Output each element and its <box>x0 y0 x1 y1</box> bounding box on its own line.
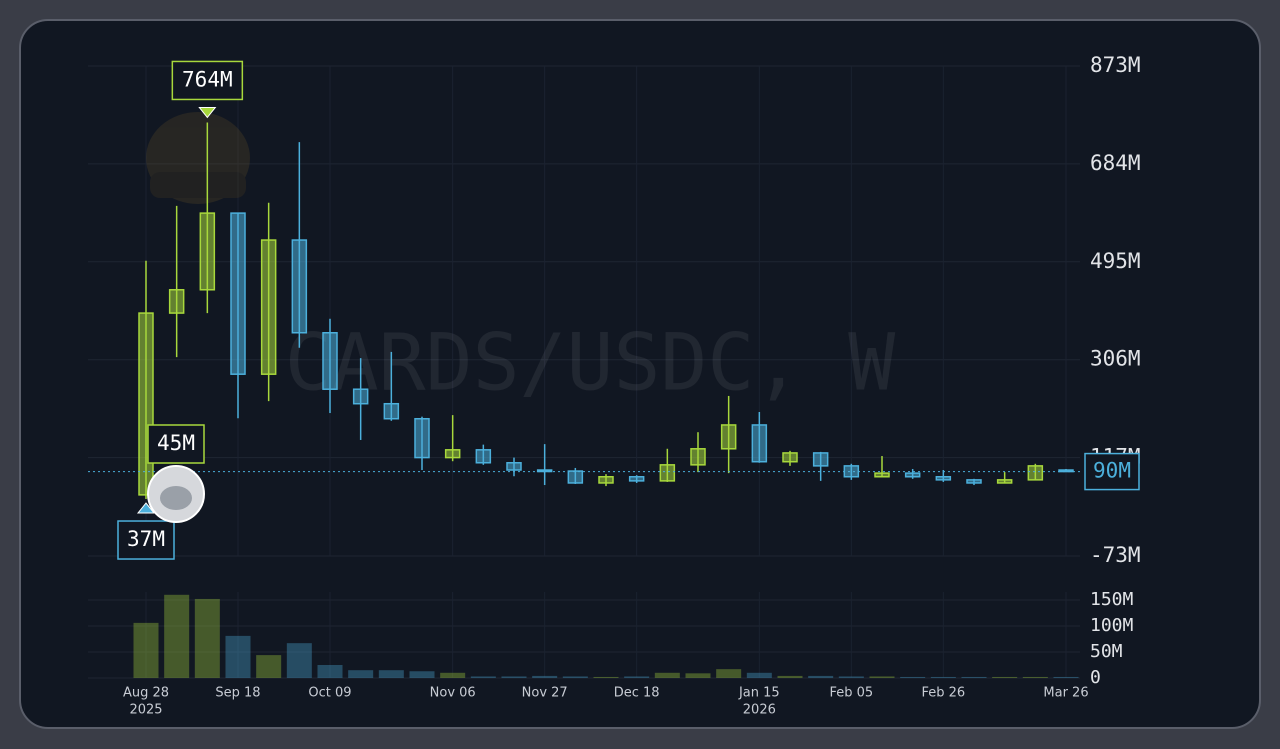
candle-body <box>475 449 492 464</box>
volume-bar <box>194 598 220 678</box>
volume-bar <box>409 671 435 678</box>
candle-body <box>138 312 154 496</box>
candle-body <box>444 449 461 459</box>
volume-bar <box>470 676 496 678</box>
candle-body <box>199 212 216 291</box>
y-tick-label: -73M <box>1090 543 1141 567</box>
volume-bar <box>1022 676 1048 678</box>
candle-body <box>812 452 829 467</box>
low-marker <box>136 502 156 514</box>
high-marker <box>198 106 217 119</box>
x-tick-label: Oct 09 <box>308 686 351 701</box>
y-tick-label: 495M <box>1090 249 1141 273</box>
x-tick-label: Aug 28 <box>123 686 169 701</box>
high-label: 764M <box>182 67 233 91</box>
y-tick-label: 306M <box>1090 347 1141 371</box>
volume-bar <box>746 672 772 678</box>
candle-body <box>1058 469 1074 473</box>
volume-tick-label: 150M <box>1090 589 1134 610</box>
candle-body <box>168 289 185 314</box>
open-box <box>147 424 205 464</box>
volume-bar <box>685 673 711 678</box>
candle-body <box>996 479 1013 484</box>
y-tick-label: 684M <box>1090 151 1141 175</box>
candle-body <box>904 472 921 478</box>
volume-bar <box>654 672 680 678</box>
volume-bar <box>716 669 742 678</box>
volume-bar <box>532 675 558 678</box>
x-tick-label: Mar 26 <box>1043 686 1088 701</box>
candle-body <box>935 476 952 481</box>
watermark: CARDS/USDC, W <box>285 318 896 408</box>
volume-bar <box>562 676 588 678</box>
x-year-label: 2025 <box>129 703 162 718</box>
candle-body <box>598 476 614 484</box>
y-tick-label: 873M <box>1090 53 1141 77</box>
x-tick-label: Nov 27 <box>522 686 568 701</box>
x-tick-label: Sep 18 <box>215 686 260 701</box>
avatar-detail <box>160 486 192 510</box>
volume-tick-label: 100M <box>1090 615 1134 636</box>
candle-body <box>843 465 860 478</box>
volume-bar <box>930 676 956 678</box>
volume-bar <box>378 670 404 678</box>
x-tick-label: Dec 18 <box>614 686 660 701</box>
volume-bar <box>624 676 650 678</box>
volume-bar <box>777 675 803 678</box>
x-tick-label: Feb 05 <box>829 686 873 701</box>
candle-body <box>291 239 308 334</box>
volume-bar <box>869 676 895 678</box>
candle-body <box>628 476 645 482</box>
volume-bar <box>992 676 1018 678</box>
volume-bar <box>593 676 619 678</box>
volume-bar <box>256 655 282 678</box>
volume-bar <box>164 594 190 678</box>
marks <box>88 122 1080 678</box>
x-tick-label: Jan 15 <box>738 686 780 701</box>
candle-body <box>260 239 277 375</box>
candle-body <box>874 472 890 478</box>
candle-body <box>782 452 798 463</box>
candle-body <box>322 332 338 390</box>
volume-bar <box>348 670 374 678</box>
volume-bar <box>317 665 343 678</box>
candle-body <box>659 464 676 482</box>
volume-bar <box>440 672 466 678</box>
last-price-box <box>1084 452 1140 491</box>
low-box <box>117 520 175 560</box>
volume-bar <box>286 643 312 678</box>
volume-bar <box>225 635 251 678</box>
volume-bar <box>961 676 987 678</box>
last-price-label: 90M <box>1093 459 1131 483</box>
volume-bar <box>900 676 926 678</box>
logo-watermark <box>146 112 250 204</box>
candle-body <box>690 448 706 466</box>
candle-body <box>966 479 982 484</box>
x-tick-label: Nov 06 <box>430 686 476 701</box>
candle-body <box>506 462 522 471</box>
candle-body <box>230 212 246 375</box>
volume-bar <box>808 675 834 678</box>
x-year-label: 2026 <box>743 703 776 718</box>
volume-bar <box>501 676 527 678</box>
candle-body <box>1027 465 1044 481</box>
volume-bar <box>133 622 159 678</box>
candle-body <box>720 424 737 450</box>
labels: -73M117M306M495M684M873M050M100M150MAug … <box>117 53 1141 718</box>
low-label: 37M <box>127 527 165 551</box>
candle-body <box>751 424 768 463</box>
open-label: 45M <box>157 431 195 455</box>
volume-bar <box>838 676 864 678</box>
x-tick-label: Feb 26 <box>921 686 965 701</box>
candle-body <box>567 470 584 484</box>
candle-body <box>352 388 369 405</box>
candle-body <box>383 402 400 420</box>
candle-body <box>414 417 430 459</box>
high-box <box>171 60 244 101</box>
volume-tick-label: 50M <box>1090 641 1123 662</box>
volume-bar <box>1053 676 1079 678</box>
volume-tick-label: 0 <box>1090 667 1101 688</box>
